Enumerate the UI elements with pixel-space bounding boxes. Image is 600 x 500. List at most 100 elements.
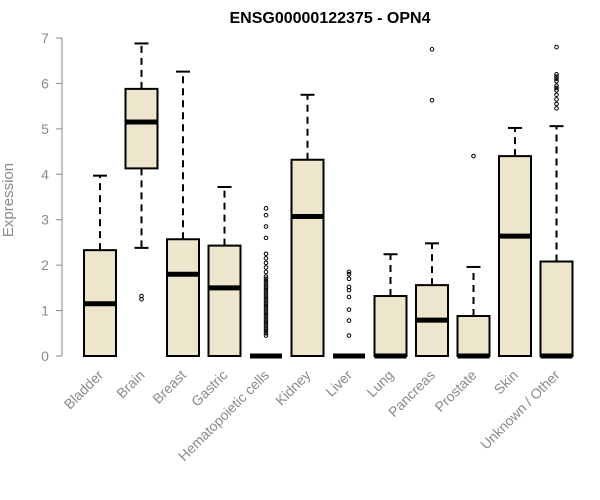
outlier-point: [263, 285, 269, 291]
x-tick-label: Skin: [491, 367, 522, 398]
box-unknown-other: [539, 44, 574, 359]
outlier-point: [263, 265, 269, 270]
outlier-point: [346, 269, 352, 275]
x-tick-label: Breast: [149, 367, 189, 407]
y-tick-label: 7: [41, 30, 49, 46]
x-tick-label: Kidney: [272, 367, 314, 409]
outlier-point: [263, 251, 269, 257]
outlier-point: [263, 308, 269, 313]
y-axis-label: Expression: [0, 163, 17, 237]
outlier-point: [471, 153, 476, 159]
box-breast: [166, 70, 200, 357]
outlier-point: [554, 83, 559, 88]
outlier-point: [263, 312, 269, 318]
outlier-point: [554, 78, 559, 84]
outlier-point: [263, 206, 269, 211]
x-tick-label: Liver: [322, 367, 355, 400]
box-skin: [498, 126, 532, 357]
outlier-point: [263, 319, 269, 325]
outlier-point: [263, 324, 269, 329]
outlier-point: [263, 281, 269, 286]
x-tick-label: Bladder: [61, 367, 107, 413]
box-prostate: [456, 153, 491, 359]
outlier-point: [554, 97, 559, 102]
box-hematopoietic-cells: [250, 206, 282, 359]
y-tick-label: 3: [41, 212, 49, 228]
outlier-point: [554, 72, 559, 77]
outlier-point: [263, 333, 269, 338]
x-tick-label: Lung: [363, 367, 396, 400]
outlier-point: [346, 318, 352, 323]
y-axis: 0 1 2 3 4 5 6 7: [41, 30, 63, 364]
y-tick-label: 0: [41, 348, 49, 364]
outlier-point: [263, 287, 269, 293]
box-liver: [333, 269, 365, 359]
outlier-point: [554, 106, 559, 111]
box-gastric: [207, 186, 242, 357]
box-iqr: [207, 244, 242, 357]
box-bladder: [83, 174, 117, 357]
outlier-point: [263, 330, 269, 336]
y-tick-label: 5: [41, 121, 49, 137]
box-iqr: [290, 158, 325, 357]
box-iqr: [166, 238, 200, 357]
outlier-point: [263, 303, 269, 309]
box-iqr: [124, 87, 159, 170]
y-tick-label: 4: [41, 166, 49, 182]
outlier-point: [263, 256, 269, 261]
box-pancreas: [415, 47, 449, 358]
outlier-point: [263, 290, 269, 295]
outlier-point: [554, 85, 559, 91]
outlier-point: [554, 87, 559, 93]
outlier-point: [263, 274, 269, 279]
x-tick-label: Brain: [113, 367, 147, 401]
box-iqr: [539, 260, 574, 358]
outlier-point: [263, 299, 269, 304]
outlier-point: [346, 284, 352, 290]
box-brain: [124, 42, 159, 302]
box-iqr: [456, 315, 491, 357]
box-kidney: [290, 93, 325, 357]
box-iqr: [373, 295, 408, 357]
outlier-point: [263, 294, 269, 300]
y-tick-label: 1: [41, 303, 49, 319]
outlier-point: [346, 271, 352, 277]
outlier-point: [263, 328, 269, 334]
outlier-point: [263, 278, 269, 284]
outlier-point: [263, 269, 269, 275]
outlier-point: [263, 296, 269, 302]
outlier-point: [429, 97, 435, 103]
x-tick-label: Unknown / Other: [477, 367, 563, 453]
outlier-point: [263, 301, 269, 307]
outlier-point: [263, 235, 269, 241]
outlier-point: [263, 224, 269, 229]
outlier-point: [346, 276, 352, 282]
x-tick-label: Prostate: [431, 367, 479, 415]
outlier-point: [263, 306, 269, 311]
outlier-point: [263, 292, 269, 297]
outlier-point: [554, 92, 559, 98]
outlier-point: [346, 333, 352, 338]
outlier-point: [263, 283, 269, 288]
y-tick-label: 2: [41, 257, 49, 273]
box-iqr: [498, 155, 532, 357]
outlier-point: [554, 44, 559, 50]
y-tick-label: 6: [41, 75, 49, 91]
outlier-point: [263, 326, 269, 332]
chart-title: ENSG00000122375 - OPN4: [229, 10, 430, 27]
outlier-point: [263, 212, 269, 218]
outlier-point: [263, 321, 269, 327]
outlier-point: [263, 260, 269, 266]
outlier-point: [429, 47, 435, 52]
box-lung: [373, 253, 408, 359]
outlier-point: [263, 310, 269, 316]
outlier-point: [554, 74, 559, 79]
outlier-point: [263, 317, 269, 322]
outlier-point: [263, 276, 269, 282]
outlier-point: [346, 294, 352, 300]
outlier-point: [139, 293, 144, 299]
outlier-point: [554, 101, 559, 107]
box-group: [83, 42, 574, 359]
